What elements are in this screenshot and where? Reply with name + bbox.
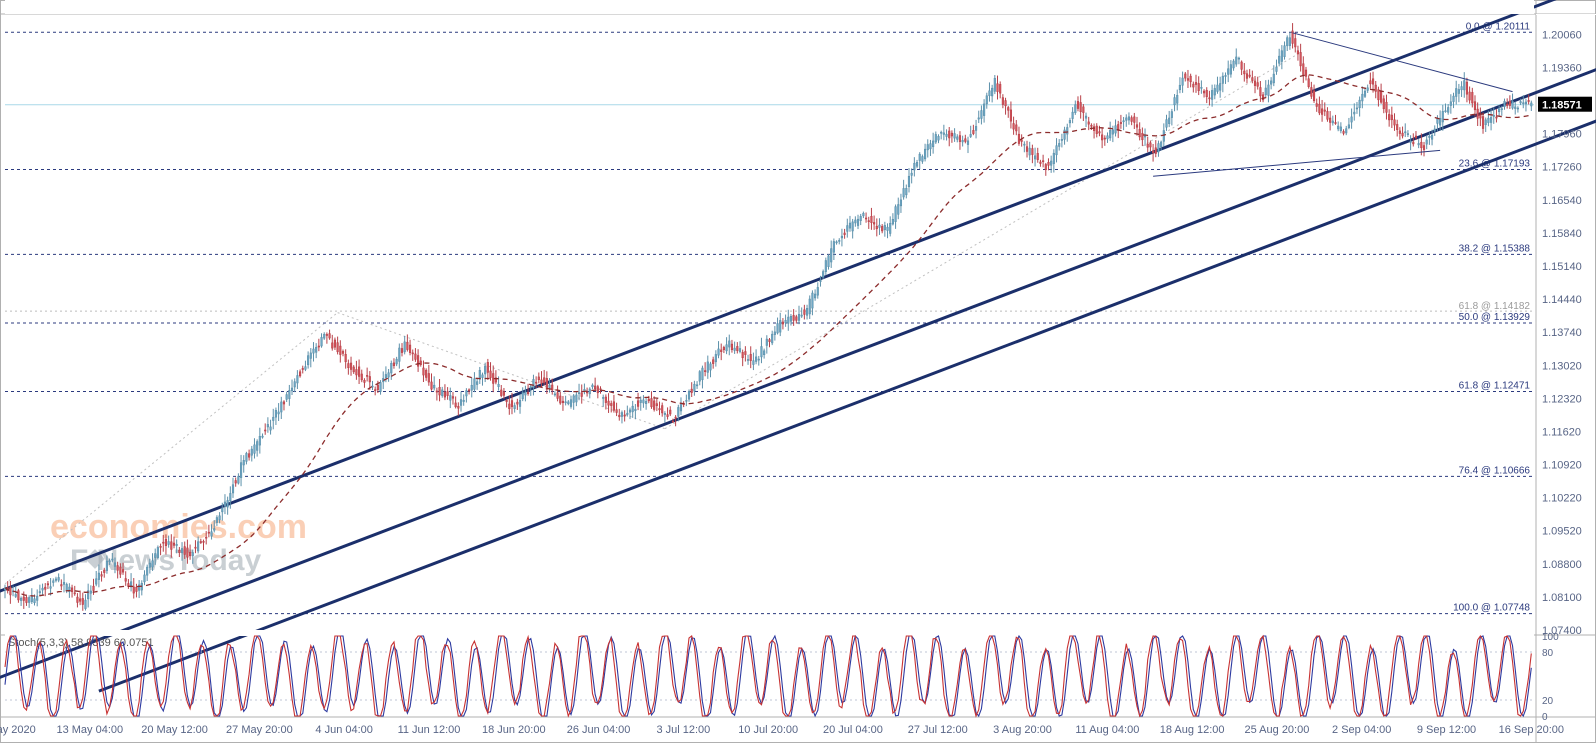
y-axis-tick: 1.19360 bbox=[1542, 63, 1582, 75]
channel-line bbox=[0, 42, 1596, 696]
stoch-tick: 0 bbox=[1542, 712, 1548, 723]
stoch-label: Stoch(5,3,3) 58.9339 60.0751 bbox=[8, 637, 154, 649]
y-axis-tick: 1.13740 bbox=[1542, 327, 1582, 339]
stoch-tick: 100 bbox=[1542, 632, 1559, 643]
y-axis-tick: 1.16540 bbox=[1542, 195, 1582, 207]
watermark-line1: economies.com bbox=[50, 508, 307, 546]
x-axis-tick: 3 Jul 12:00 bbox=[656, 724, 710, 736]
chart-svg[interactable]: ▾EURUSD,H41.18594 1.18623 1.18545 1.1857… bbox=[0, 0, 1596, 743]
y-axis-tick: 1.17960 bbox=[1542, 128, 1582, 140]
y-axis-tick: 1.17260 bbox=[1542, 161, 1582, 173]
y-axis-tick: 1.08100 bbox=[1542, 592, 1582, 604]
x-axis-tick: 26 Jun 04:00 bbox=[567, 724, 631, 736]
fib-label: 76.4 @ 1.10666 bbox=[1459, 465, 1531, 476]
x-axis-tick: 10 Jul 20:00 bbox=[738, 724, 798, 736]
x-axis-tick: 5 May 2020 bbox=[0, 724, 36, 736]
stoch-k bbox=[5, 636, 1531, 716]
stoch-tick: 80 bbox=[1542, 648, 1554, 659]
chart-root: ▾EURUSD,H41.18594 1.18623 1.18545 1.1857… bbox=[0, 0, 1596, 743]
x-axis-tick: 25 Aug 20:00 bbox=[1245, 724, 1310, 736]
y-axis-tick: 1.13020 bbox=[1542, 361, 1582, 373]
x-axis-tick: 27 May 20:00 bbox=[226, 724, 293, 736]
fib-label: 100.0 @ 1.07748 bbox=[1453, 603, 1530, 614]
x-axis-tick: 20 May 12:00 bbox=[141, 724, 208, 736]
x-axis-tick: 11 Aug 04:00 bbox=[1075, 724, 1139, 736]
y-axis-tick: 1.11620 bbox=[1542, 427, 1581, 439]
price-box-value: 1.18571 bbox=[1542, 100, 1582, 112]
x-axis-tick: 20 Jul 04:00 bbox=[823, 724, 883, 736]
x-axis-tick: 27 Jul 12:00 bbox=[908, 724, 968, 736]
y-axis-tick: 1.10920 bbox=[1542, 459, 1582, 471]
x-axis-tick: 9 Sep 12:00 bbox=[1417, 724, 1476, 736]
channel-line bbox=[99, 38, 1596, 692]
y-axis-tick: 1.14440 bbox=[1542, 294, 1582, 306]
x-axis-tick: 3 Aug 20:00 bbox=[993, 724, 1052, 736]
x-axis-tick: 4 Jun 04:00 bbox=[315, 724, 373, 736]
x-axis-tick: 16 Sep 20:00 bbox=[1499, 724, 1564, 736]
x-axis-tick: 11 Jun 12:00 bbox=[398, 724, 461, 736]
y-axis-tick: 1.12320 bbox=[1542, 394, 1582, 406]
x-axis-tick: 18 Jun 20:00 bbox=[482, 724, 546, 736]
fib-label: 61.8 @ 1.12471 bbox=[1459, 381, 1531, 392]
y-axis-tick: 1.20060 bbox=[1542, 30, 1582, 42]
fib-label: 38.2 @ 1.15388 bbox=[1459, 243, 1531, 254]
x-axis-tick: 18 Aug 12:00 bbox=[1160, 724, 1225, 736]
y-axis-tick: 1.10220 bbox=[1542, 492, 1582, 504]
y-axis-tick: 1.09520 bbox=[1542, 525, 1582, 537]
fib-label: 50.0 @ 1.13929 bbox=[1459, 312, 1531, 323]
x-axis-tick: 2 Sep 04:00 bbox=[1332, 724, 1391, 736]
y-axis-tick: 1.15140 bbox=[1542, 261, 1582, 273]
stoch-d bbox=[5, 636, 1531, 716]
svg-text:61.8 @ 1.14182: 61.8 @ 1.14182 bbox=[1459, 301, 1531, 312]
y-axis-tick: 1.15840 bbox=[1542, 228, 1582, 240]
y-axis-tick: 1.08800 bbox=[1542, 559, 1582, 571]
x-axis-tick: 13 May 04:00 bbox=[56, 724, 123, 736]
stoch-tick: 20 bbox=[1542, 696, 1554, 707]
